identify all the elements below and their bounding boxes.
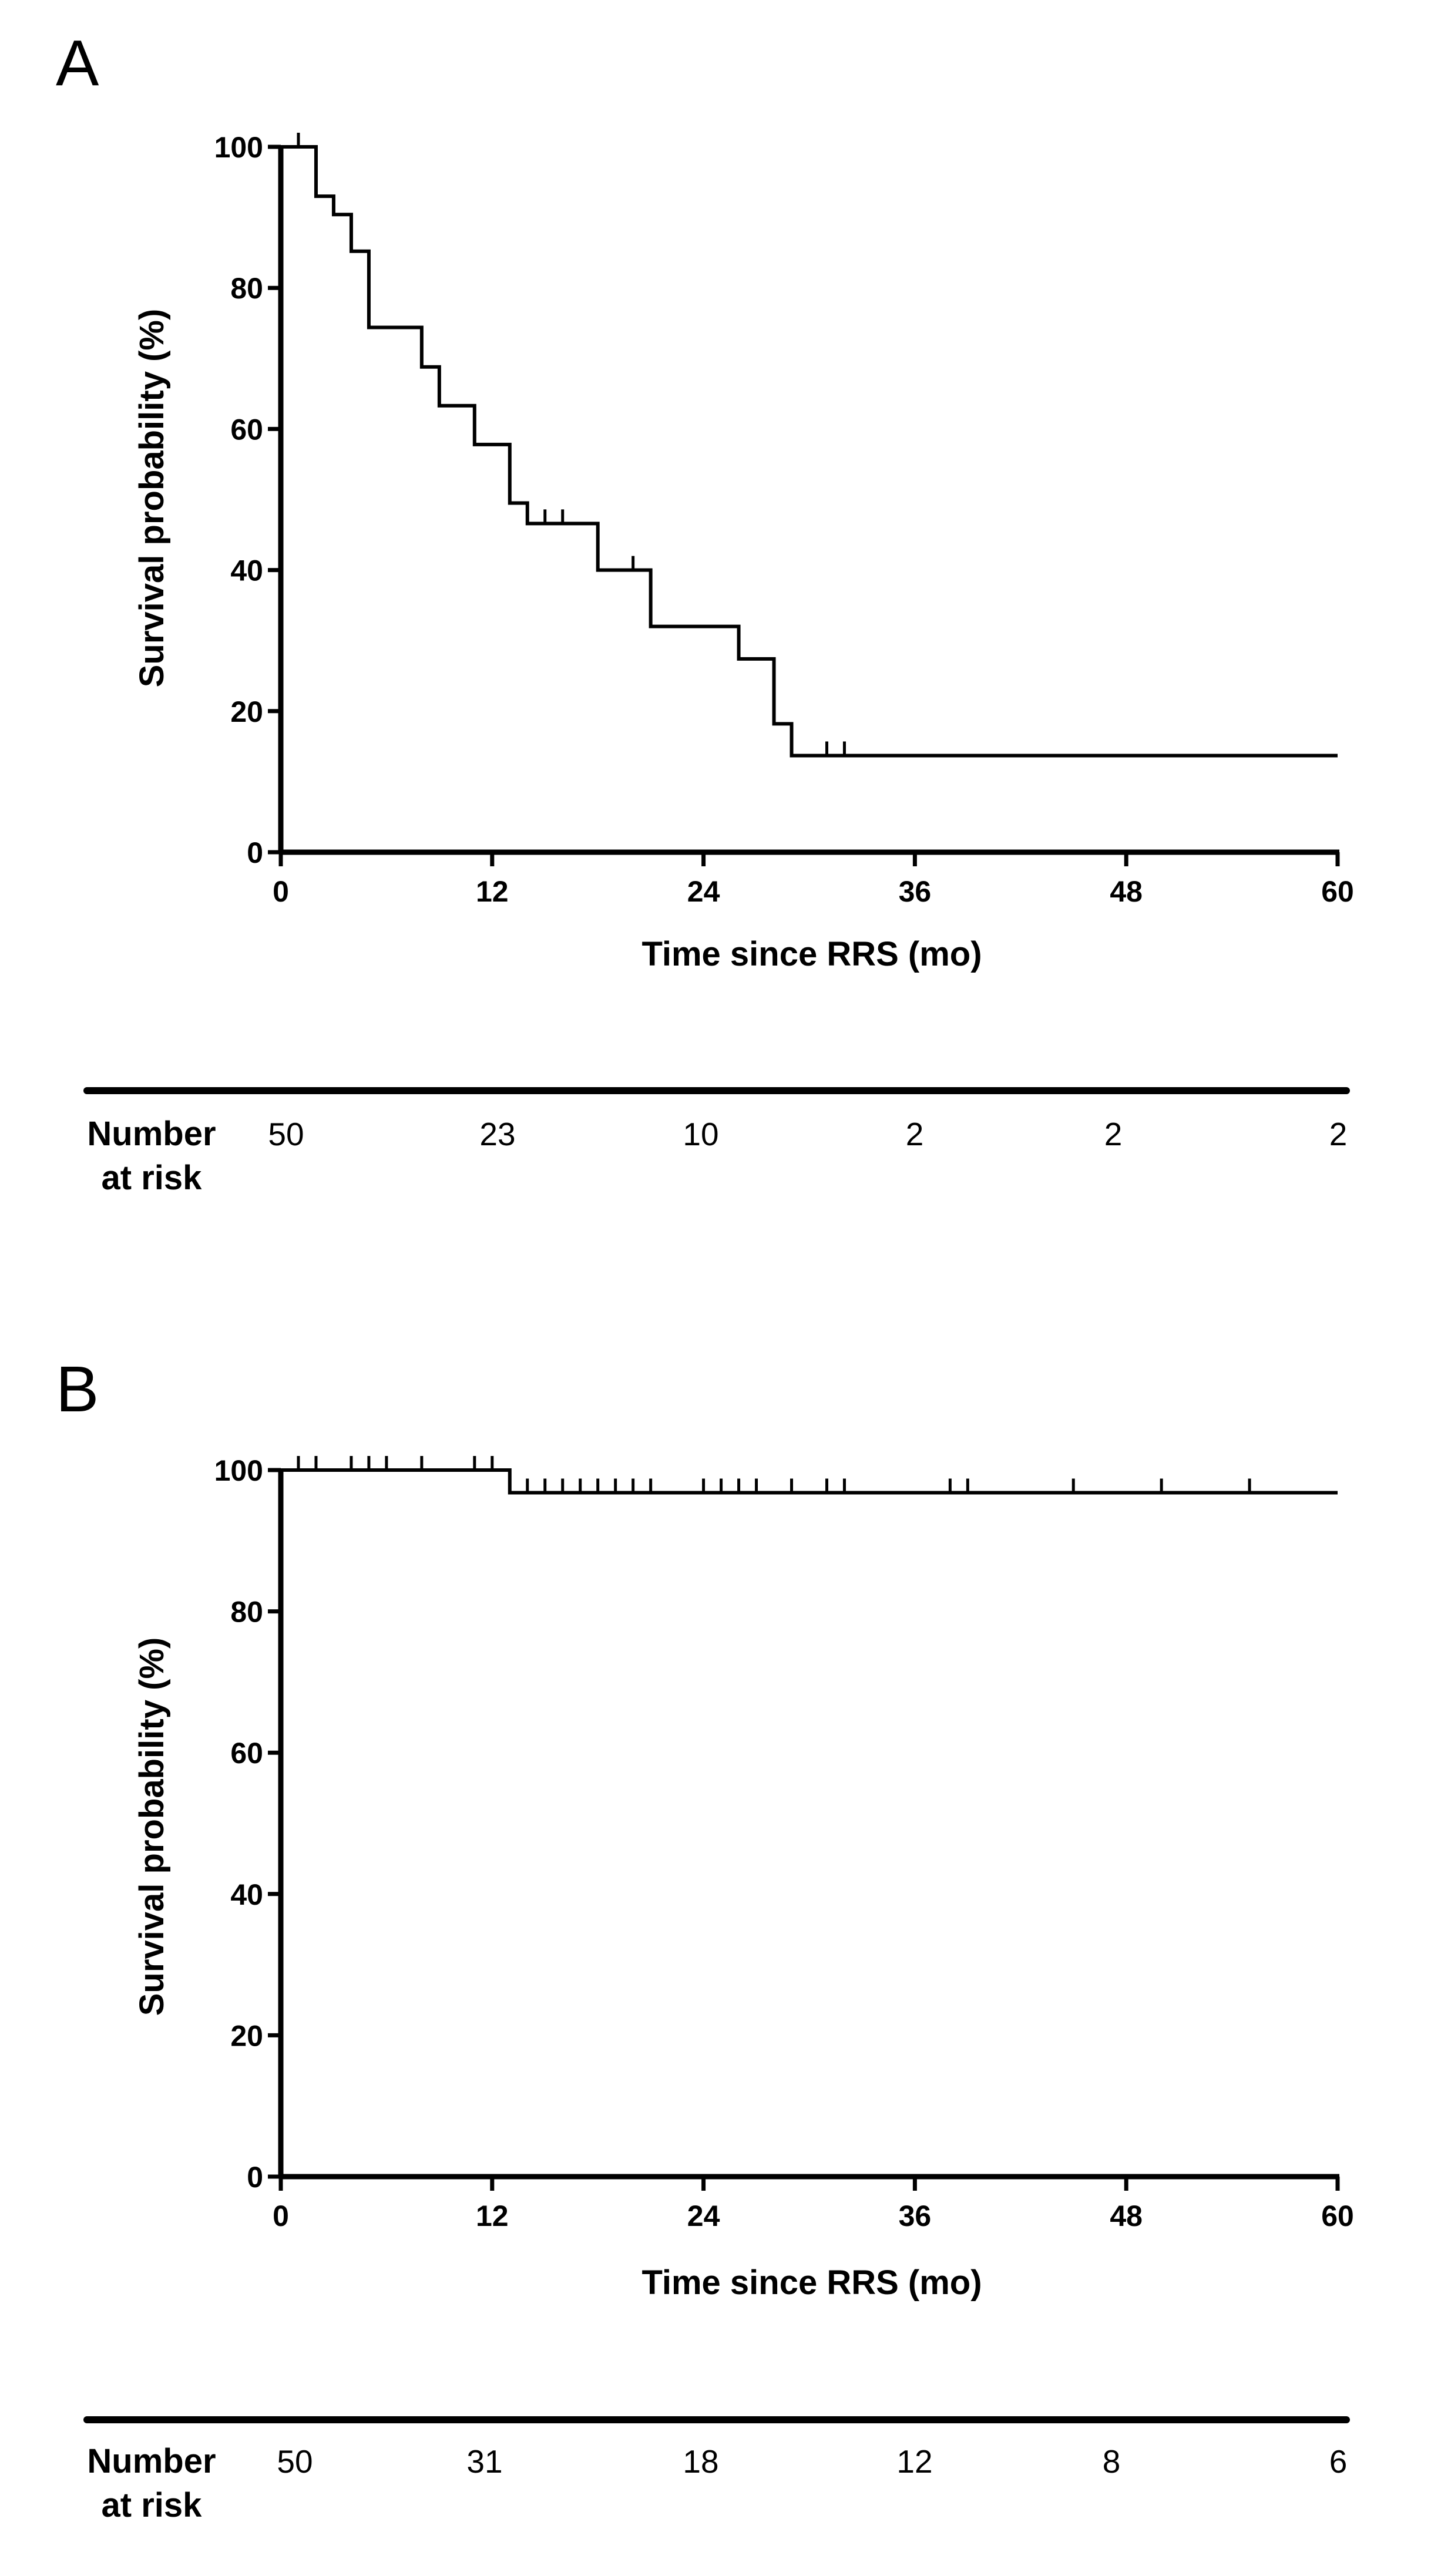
panel-b-risk-value: 31 xyxy=(466,2443,502,2480)
panel-b-risk-value: 50 xyxy=(277,2443,313,2480)
panel-a-risk-title-line2: at risk xyxy=(102,1159,203,1197)
panel-a-x-axis-title: Time since RRS (mo) xyxy=(641,935,982,973)
panel-b-risk-title-line2: at risk xyxy=(102,2486,203,2524)
panel-a-risk-value: 10 xyxy=(683,1116,718,1152)
panel-a-letter: A xyxy=(56,27,99,99)
panel-a-y-axis-title: Survival probability (%) xyxy=(133,309,171,688)
panel-b-y-tick-label: 40 xyxy=(230,1878,263,1911)
panel-a-risk-value: 2 xyxy=(1329,1116,1348,1152)
panel-a-risk-value: 23 xyxy=(479,1116,515,1152)
panel-b-y-tick-label: 100 xyxy=(214,1454,263,1487)
panel-b-y-tick-label: 60 xyxy=(230,1737,263,1770)
panel-b-letter: B xyxy=(56,1353,99,1425)
panel-b-x-tick-label: 24 xyxy=(687,2200,720,2232)
panel-b: B Survival probability (%) Time since RR… xyxy=(56,1353,1354,2524)
panel-a-x-tick-label: 60 xyxy=(1321,875,1354,908)
panel-a-y-tick-label: 60 xyxy=(230,413,263,446)
panel-a-risk-value: 2 xyxy=(1104,1116,1123,1152)
panel-b-y-tick-label: 80 xyxy=(230,1596,263,1629)
panel-b-risk-value: 18 xyxy=(683,2443,718,2480)
panel-b-x-tick-label: 0 xyxy=(273,2200,289,2232)
panel-b-risk-title-line1: Number xyxy=(87,2442,216,2480)
panel-a-y-tick-label: 20 xyxy=(230,695,263,728)
panel-b-x-tick-label: 36 xyxy=(899,2200,932,2232)
panel-b-x-tick-label: 60 xyxy=(1321,2200,1354,2232)
panel-b-risk-value: 12 xyxy=(896,2443,932,2480)
panel-a-x-tick-label: 24 xyxy=(687,875,720,908)
panel-a-y-tick-label: 0 xyxy=(247,836,263,869)
panel-a-y-tick-label: 40 xyxy=(230,554,263,587)
panel-b-risk-value: 8 xyxy=(1103,2443,1121,2480)
panel-a-y-tick-label: 80 xyxy=(230,272,263,305)
panel-b-y-axis-title: Survival probability (%) xyxy=(133,1637,171,2016)
panel-b-survival-curve xyxy=(281,1468,1338,1495)
panel-b-risk-value: 6 xyxy=(1329,2443,1348,2480)
panel-a-risk-value: 2 xyxy=(906,1116,924,1152)
panel-b-x-tick-label: 12 xyxy=(476,2200,509,2232)
panel-a: A Survival probability (%) Time since RR… xyxy=(56,27,1354,1197)
panel-a-risk-value: 50 xyxy=(268,1116,304,1152)
panel-b-x-axis-title: Time since RRS (mo) xyxy=(641,2264,982,2302)
panel-a-x-tick-label: 0 xyxy=(273,875,289,908)
panel-a-x-tick-label: 48 xyxy=(1110,875,1143,908)
panel-b-y-tick-label: 0 xyxy=(247,2161,263,2194)
panel-a-survival-curve xyxy=(281,145,1338,758)
panel-a-x-tick-label: 36 xyxy=(899,875,932,908)
panel-a-risk-title-line1: Number xyxy=(87,1115,216,1153)
panel-b-y-tick-label: 20 xyxy=(230,2019,263,2052)
panel-a-y-tick-label: 100 xyxy=(214,131,263,164)
panel-a-x-tick-label: 12 xyxy=(476,875,509,908)
panel-b-x-tick-label: 48 xyxy=(1110,2200,1143,2232)
